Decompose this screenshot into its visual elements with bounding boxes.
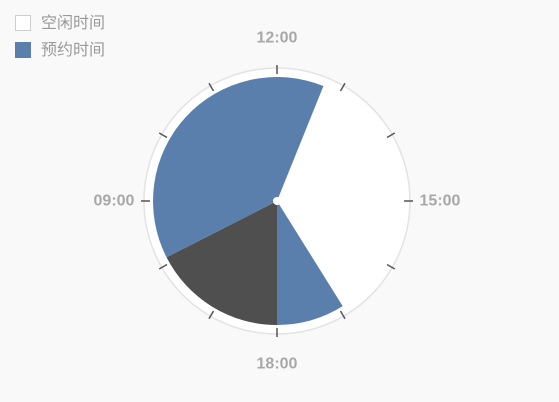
dial-label: 15:00 [420,193,461,210]
legend-item-booked[interactable]: 预约时间 [15,39,105,61]
legend-swatch-booked [15,42,31,58]
dial-label: 18:00 [257,356,298,373]
dial-ticks [141,65,413,337]
pie-segments [153,77,402,325]
legend-label-booked: 预约时间 [41,40,106,59]
pie-segment-3[interactable] [153,77,324,258]
dial-tick [386,263,396,270]
dial-tick [339,310,346,320]
legend-label-free: 空闲时间 [41,13,106,32]
legend: 空闲时间 预约时间 [15,12,105,66]
legend-swatch-free [15,15,31,31]
pie-segment-2[interactable] [166,201,277,325]
pie-segment-1[interactable] [277,201,343,325]
dial-tick [158,263,168,270]
dial-tick [208,310,215,320]
dial-tick [208,82,215,92]
dial-tick [386,132,396,139]
dial-tick [339,82,346,92]
dial-label: 12:00 [257,30,298,47]
legend-item-free[interactable]: 空闲时间 [15,12,105,34]
dial-tick [158,132,168,139]
dial-labels: 12:00 15:00 18:00 09:00 [94,30,461,373]
dial-label: 09:00 [94,193,135,210]
center-dot [273,197,281,205]
pie-segment-0[interactable] [277,86,402,307]
